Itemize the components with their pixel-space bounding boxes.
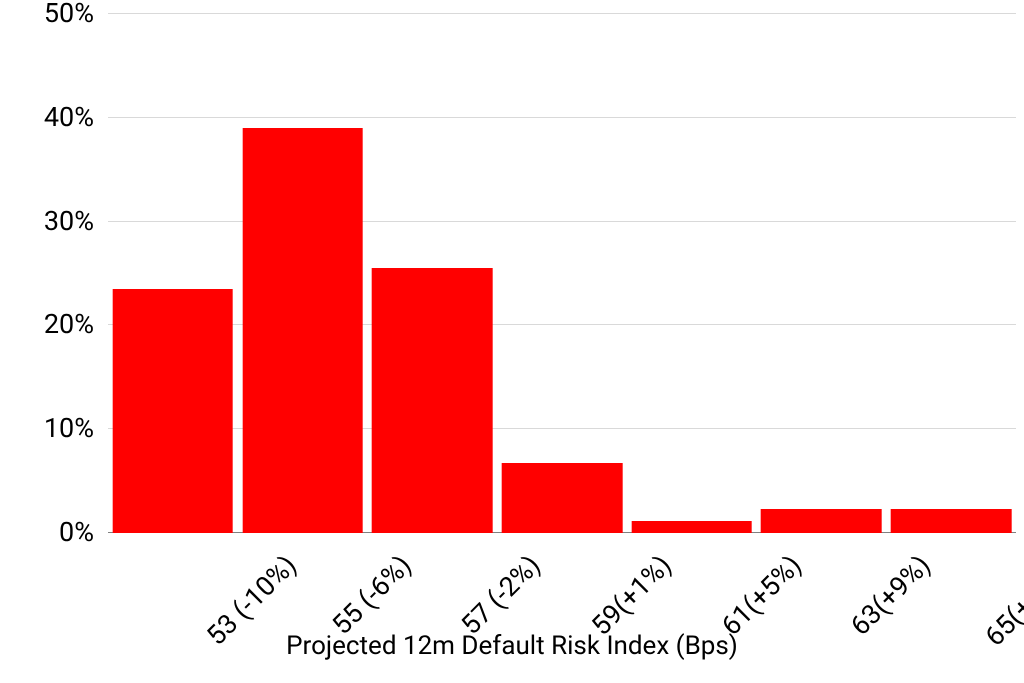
bar-slot: 61(+5%): [627, 14, 757, 533]
y-tick-label: 40%: [44, 101, 94, 133]
bar-slot: 63(+9%): [757, 14, 887, 533]
bar: [242, 128, 363, 533]
x-tick-label: 59(+1%): [585, 549, 678, 642]
y-tick-label: 20%: [44, 308, 94, 340]
bar-slot: 57 (-2%): [367, 14, 497, 533]
y-tick-label: 30%: [44, 205, 94, 237]
x-tick-label: 55 (-6%): [325, 549, 417, 641]
x-tick-label: 63(+9%): [845, 549, 938, 642]
bar: [372, 268, 493, 533]
bar: [631, 521, 752, 533]
bars-container: 53 (-10%) 55 (-6%) 57 (-2%) 59(+1%) 61(+…: [108, 14, 1016, 533]
y-tick-label: 0%: [59, 516, 94, 548]
x-axis-title: Projected 12m Default Risk Index (Bps): [0, 631, 1024, 661]
bar-slot: 55 (-6%): [238, 14, 368, 533]
bar-slot: 65(+12%): [886, 14, 1016, 533]
y-tick-label: 10%: [44, 412, 94, 444]
bar: [891, 509, 1012, 533]
x-tick-label: 61(+5%): [715, 549, 808, 642]
bar-slot: 53 (-10%): [108, 14, 238, 533]
plot-area: 50% 40% 30% 20% 10% 0% 53 (-10%): [108, 14, 1016, 533]
bar: [502, 463, 623, 533]
y-tick-label: 50%: [44, 0, 94, 29]
bar-slot: 59(+1%): [497, 14, 627, 533]
bar-chart: % of Projections 50% 40% 30% 20% 10% 0%: [0, 0, 1024, 683]
bar: [113, 289, 234, 533]
x-tick-label: 57 (-2%): [455, 549, 547, 641]
bar: [761, 509, 882, 533]
